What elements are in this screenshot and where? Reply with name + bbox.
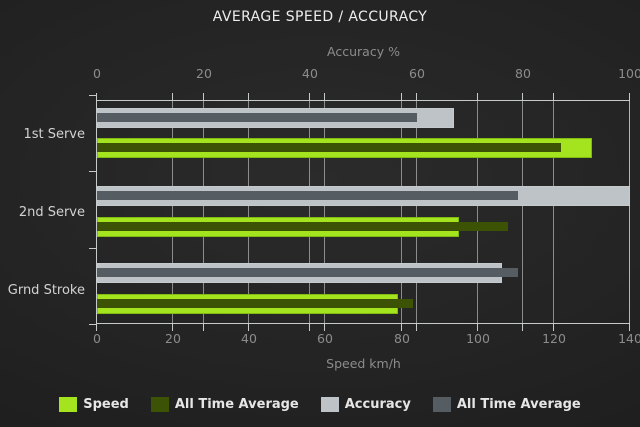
category-label-grnd-stroke: Grnd Stroke	[7, 283, 85, 298]
y-axis-notch-1	[89, 171, 96, 172]
accuracy-gridline-60	[416, 100, 417, 324]
accuracy-tick-top-20	[203, 93, 204, 100]
accuracy-tick-label-40: 40	[302, 66, 318, 81]
y-axis-notch-2	[89, 248, 96, 249]
plot-area	[89, 93, 630, 331]
speed-gridline-20	[172, 100, 173, 324]
category-label-2nd-serve: 2nd Serve	[18, 205, 85, 220]
y-axis-line	[96, 95, 97, 324]
bar-accuracy-all-time-average-1st-serve	[97, 113, 417, 122]
speed-tick-top-80	[401, 93, 402, 100]
speed-tick-bottom-40	[248, 324, 249, 331]
speed-tick-label-140: 140	[618, 331, 640, 346]
speed-tick-label-120: 120	[542, 331, 566, 346]
accuracy-tick-label-60: 60	[409, 66, 425, 81]
speed-tick-label-0: 0	[93, 331, 101, 346]
speed-tick-top-0	[96, 93, 97, 100]
legend-label: Accuracy	[344, 397, 411, 412]
bar-group-accuracy-grnd-stroke	[97, 263, 630, 283]
chart-legend: Speed All Time Average Accuracy All Time…	[0, 397, 640, 412]
chart-title: AVERAGE SPEED / ACCURACY	[212, 9, 428, 25]
bar-group-accuracy-1st-serve	[97, 108, 630, 128]
speed-tick-top-140	[629, 93, 630, 100]
speed-tick-bottom-0	[96, 324, 97, 331]
speed-tick-bottom-20	[172, 324, 173, 331]
accuracy-tick-top-60	[416, 93, 417, 100]
accuracy-swatch-icon	[320, 397, 339, 412]
accuracy-tick-bottom-60	[416, 324, 417, 331]
bar-group-speed-1st-serve	[97, 138, 630, 158]
speed-tick-label-20: 20	[165, 331, 181, 346]
top-axis-label: Accuracy %	[327, 44, 400, 59]
legend-item-speed: Speed	[59, 397, 129, 412]
speed-all-time-average-swatch-icon	[150, 397, 169, 412]
accuracy-all-time-average-swatch-icon	[432, 397, 451, 412]
bar-speed-all-time-average-2nd-serve	[97, 222, 508, 231]
speed-gridline-60	[324, 100, 325, 324]
speed-tick-label-80: 80	[394, 331, 410, 346]
bottom-axis-line	[97, 323, 630, 324]
speed-tick-top-120	[553, 93, 554, 100]
bar-accuracy-all-time-average-grnd-stroke	[97, 268, 518, 277]
accuracy-tick-bottom-20	[203, 324, 204, 331]
speed-tick-bottom-120	[553, 324, 554, 331]
accuracy-gridline-20	[203, 100, 204, 324]
speed-tick-top-60	[324, 93, 325, 100]
speed-gridline-140	[629, 100, 630, 324]
speed-tick-bottom-140	[629, 324, 630, 331]
legend-item-accuracy: Accuracy	[320, 397, 411, 412]
speed-gridline-100	[477, 100, 478, 324]
bar-group-speed-grnd-stroke	[97, 294, 630, 314]
legend-item-speed-all-time-average: All Time Average	[150, 397, 299, 412]
y-axis-notch-0	[89, 95, 96, 96]
accuracy-tick-label-20: 20	[196, 66, 212, 81]
accuracy-gridline-80	[522, 100, 523, 324]
bar-speed-all-time-average-grnd-stroke	[97, 299, 413, 308]
bottom-axis-label: Speed km/h	[326, 356, 401, 371]
accuracy-tick-bottom-40	[309, 324, 310, 331]
speed-tick-bottom-80	[401, 324, 402, 331]
legend-label: Speed	[83, 397, 129, 412]
accuracy-tick-top-40	[309, 93, 310, 100]
speed-gridline-80	[401, 100, 402, 324]
accuracy-gridline-40	[309, 100, 310, 324]
bar-speed-all-time-average-1st-serve	[97, 143, 561, 152]
accuracy-tick-label-100: 100	[618, 66, 640, 81]
speed-tick-label-100: 100	[466, 331, 490, 346]
speed-tick-top-20	[172, 93, 173, 100]
legend-label: All Time Average	[456, 397, 581, 412]
accuracy-tick-label-0: 0	[93, 66, 101, 81]
bar-group-accuracy-2nd-serve	[97, 186, 630, 206]
speed-tick-top-100	[477, 93, 478, 100]
accuracy-tick-bottom-80	[522, 324, 523, 331]
accuracy-tick-top-80	[522, 93, 523, 100]
bar-accuracy-all-time-average-2nd-serve	[97, 191, 518, 200]
top-axis-line	[97, 100, 630, 101]
speed-swatch-icon	[59, 397, 78, 412]
legend-item-accuracy-all-time-average: All Time Average	[432, 397, 581, 412]
speed-gridline-40	[248, 100, 249, 324]
speed-tick-bottom-100	[477, 324, 478, 331]
legend-label: All Time Average	[174, 397, 299, 412]
speed-tick-label-60: 60	[317, 331, 333, 346]
speed-gridline-120	[553, 100, 554, 324]
bar-group-speed-2nd-serve	[97, 217, 630, 237]
accuracy-tick-label-80: 80	[515, 66, 531, 81]
y-axis-notch-3	[89, 324, 96, 325]
speed-tick-top-40	[248, 93, 249, 100]
category-label-1st-serve: 1st Serve	[23, 127, 85, 142]
speed-tick-bottom-60	[324, 324, 325, 331]
speed-tick-label-40: 40	[241, 331, 257, 346]
